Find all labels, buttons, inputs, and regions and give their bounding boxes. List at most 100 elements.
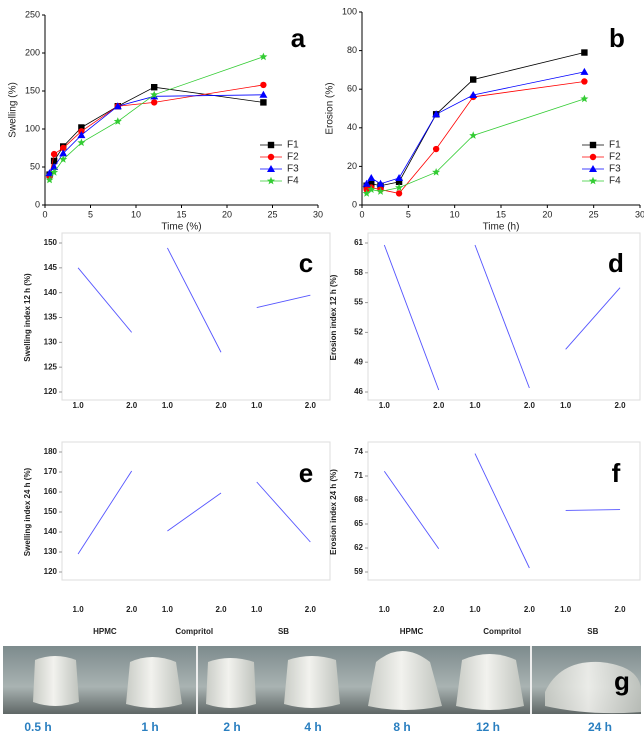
marker bbox=[432, 168, 441, 176]
y-tick-label: 61 bbox=[354, 238, 363, 247]
y-tick-label: 150 bbox=[44, 507, 58, 516]
marker bbox=[589, 176, 597, 185]
marker bbox=[589, 141, 597, 149]
tablet bbox=[206, 658, 256, 708]
y-tick-label: 60 bbox=[347, 84, 357, 94]
photo-label: 1 h bbox=[141, 720, 158, 734]
y-tick-label: 130 bbox=[44, 547, 58, 556]
effect-line bbox=[256, 294, 311, 309]
panel-letter: f bbox=[612, 458, 621, 488]
photo-label: 2 h bbox=[223, 720, 240, 734]
factor-label: SB bbox=[587, 627, 598, 636]
marker bbox=[367, 185, 376, 193]
marker bbox=[78, 124, 85, 131]
y-tick-label: 46 bbox=[354, 387, 363, 396]
y-tick-label: 140 bbox=[44, 527, 58, 536]
y-tick-label: 55 bbox=[354, 298, 363, 307]
effect-line bbox=[474, 453, 530, 569]
marker bbox=[469, 90, 478, 98]
y-axis-label: Erosion index 12 h (%) bbox=[329, 274, 338, 360]
level-label: 2.0 bbox=[305, 401, 317, 410]
marker bbox=[260, 81, 267, 89]
plot-frame bbox=[367, 232, 641, 401]
x-tick-label: 15 bbox=[496, 209, 506, 219]
legend-label: F3 bbox=[609, 164, 621, 175]
panel-letter: b bbox=[609, 23, 625, 53]
marker bbox=[50, 150, 58, 158]
legend-label: F1 bbox=[609, 140, 621, 151]
level-label: 1.0 bbox=[73, 401, 85, 410]
panel-letter: d bbox=[608, 248, 624, 278]
y-axis-label: Swelling (%) bbox=[8, 82, 19, 138]
marker bbox=[77, 131, 86, 139]
marker bbox=[59, 155, 68, 163]
factor-label: HPMC bbox=[400, 627, 424, 636]
marker bbox=[267, 176, 275, 185]
tablet bbox=[33, 656, 79, 706]
y-tick-label: 100 bbox=[25, 123, 40, 133]
marker bbox=[470, 76, 477, 83]
panel-letter: g bbox=[614, 666, 630, 696]
legend-label: F2 bbox=[287, 152, 299, 163]
marker bbox=[581, 78, 588, 85]
effect-line bbox=[383, 470, 440, 550]
x-tick-label: 30 bbox=[313, 209, 323, 219]
y-axis-label: Swelling index 12 h (%) bbox=[23, 273, 32, 362]
series-line bbox=[366, 52, 585, 187]
y-tick-label: 0 bbox=[352, 199, 357, 209]
level-label: 2.0 bbox=[614, 605, 626, 614]
marker bbox=[259, 90, 268, 98]
y-tick-label: 125 bbox=[44, 362, 58, 371]
y-tick-label: 250 bbox=[25, 9, 40, 19]
y-tick-label: 170 bbox=[44, 467, 58, 476]
y-tick-label: 145 bbox=[44, 263, 58, 272]
tablet bbox=[456, 654, 524, 710]
level-label: 1.0 bbox=[251, 605, 263, 614]
marker bbox=[376, 179, 385, 187]
marker bbox=[77, 138, 86, 147]
level-label: 1.0 bbox=[560, 401, 572, 410]
y-tick-label: 160 bbox=[44, 487, 58, 496]
marker bbox=[45, 169, 54, 177]
photo-label: 0.5 h bbox=[24, 720, 51, 734]
panel-letter: c bbox=[299, 248, 313, 278]
x-tick-label: 25 bbox=[267, 209, 277, 219]
level-label: 2.0 bbox=[126, 605, 138, 614]
level-label: 1.0 bbox=[251, 401, 263, 410]
plot-frame bbox=[367, 441, 641, 581]
effect-line bbox=[167, 492, 222, 532]
y-tick-label: 0 bbox=[35, 199, 40, 209]
effect-line bbox=[474, 244, 530, 389]
y-tick-label: 120 bbox=[44, 387, 58, 396]
tablet bbox=[126, 657, 182, 708]
marker bbox=[395, 183, 404, 191]
marker bbox=[50, 168, 59, 176]
marker bbox=[589, 153, 597, 161]
x-tick-label: 30 bbox=[635, 209, 644, 219]
x-tick-label: 25 bbox=[589, 209, 599, 219]
x-axis-label: Time (%) bbox=[161, 222, 201, 233]
marker bbox=[580, 67, 589, 75]
y-tick-label: 40 bbox=[347, 122, 357, 132]
level-label: 2.0 bbox=[126, 401, 138, 410]
y-axis-label: Erosion (%) bbox=[325, 82, 336, 134]
series-line bbox=[366, 71, 585, 185]
factor-label: SB bbox=[278, 627, 289, 636]
photo-strip bbox=[3, 646, 641, 714]
x-tick-label: 15 bbox=[176, 209, 186, 219]
effect-line bbox=[565, 287, 621, 350]
x-tick-label: 5 bbox=[88, 209, 93, 219]
y-tick-label: 74 bbox=[354, 447, 363, 456]
y-tick-label: 135 bbox=[44, 313, 58, 322]
marker bbox=[362, 179, 371, 187]
y-tick-label: 150 bbox=[25, 85, 40, 95]
x-tick-label: 20 bbox=[222, 209, 232, 219]
marker bbox=[113, 102, 122, 110]
marker bbox=[113, 117, 122, 125]
marker bbox=[580, 94, 589, 103]
y-axis-label: Erosion index 24 h (%) bbox=[329, 469, 338, 555]
marker bbox=[150, 90, 159, 99]
x-tick-label: 10 bbox=[450, 209, 460, 219]
y-tick-label: 52 bbox=[354, 328, 363, 337]
